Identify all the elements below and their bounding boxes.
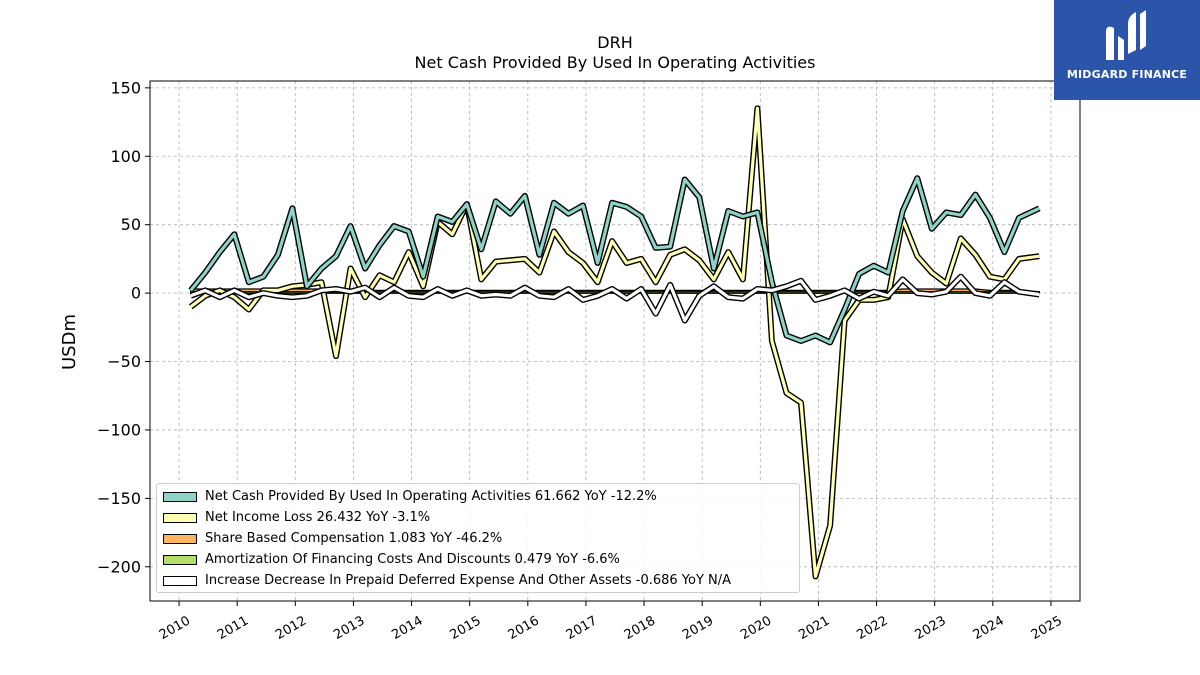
x-tick-label: 2021 bbox=[796, 613, 832, 643]
legend-item: Net Cash Provided By Used In Operating A… bbox=[163, 486, 793, 507]
x-tick-label: 2024 bbox=[971, 613, 1007, 643]
y-tick-label: −50 bbox=[107, 352, 141, 371]
legend-swatch bbox=[163, 512, 197, 523]
legend-item: Share Based Compensation 1.083 YoY -46.2… bbox=[163, 528, 793, 549]
plot-frame bbox=[149, 80, 1081, 602]
legend-label: Net Income Loss 26.432 YoY -3.1% bbox=[205, 510, 431, 525]
x-tick-label: 2010 bbox=[157, 613, 193, 643]
x-axis-ticks: 2010 2011 2012 2013 2014 2015 2016 2017 2018 2019… bbox=[157, 601, 1065, 643]
chart-subtitle: Net Cash Provided By Used In Operating A… bbox=[415, 53, 816, 72]
series-net-income-loss bbox=[188, 105, 1040, 580]
x-tick-label: 2019 bbox=[680, 613, 716, 643]
x-tick-label: 2016 bbox=[506, 613, 542, 643]
legend-swatch bbox=[163, 554, 197, 565]
x-tick-label: 2020 bbox=[738, 613, 774, 643]
y-tick-label: 100 bbox=[110, 147, 141, 166]
series-net-cash-provided-by-used-in-operating-activities bbox=[188, 175, 1041, 346]
legend-item: Amortization Of Financing Costs And Disc… bbox=[163, 549, 793, 570]
y-axis-label: USDm bbox=[59, 314, 80, 370]
legend-swatch bbox=[163, 491, 197, 502]
series-line bbox=[189, 106, 1040, 579]
series-line bbox=[189, 176, 1040, 344]
logo-text: MIDGARD FINANCE bbox=[1066, 68, 1188, 81]
x-tick-label: 2023 bbox=[913, 613, 949, 643]
legend-label: Amortization Of Financing Costs And Disc… bbox=[205, 552, 620, 567]
brand-logo: MIDGARD FINANCE bbox=[1054, 0, 1200, 100]
x-tick-label: 2025 bbox=[1029, 613, 1065, 643]
legend-label: Increase Decrease In Prepaid Deferred Ex… bbox=[205, 573, 732, 588]
y-axis-ticks: 150 100 50 0 −50 −100 −150 −200 bbox=[97, 78, 150, 576]
legend-item: Increase Decrease In Prepaid Deferred Ex… bbox=[163, 570, 793, 591]
x-tick-label: 2017 bbox=[564, 613, 600, 643]
legend-item: Net Income Loss 26.432 YoY -3.1% bbox=[163, 507, 793, 528]
x-tick-label: 2018 bbox=[622, 613, 658, 643]
series-increase-decrease-in-prepaid-deferred-expense-and-other-assets bbox=[189, 273, 1040, 324]
series-lines bbox=[188, 105, 1041, 580]
x-tick-label: 2014 bbox=[389, 613, 425, 643]
logo-mark-icon bbox=[1106, 10, 1146, 61]
x-tick-label: 2011 bbox=[215, 613, 251, 643]
x-tick-label: 2015 bbox=[448, 613, 484, 643]
x-tick-label: 2012 bbox=[273, 613, 309, 643]
chart-legend: Net Cash Provided By Used In Operating A… bbox=[156, 483, 800, 593]
y-tick-label: 150 bbox=[110, 78, 141, 97]
x-tick-label: 2013 bbox=[331, 613, 367, 643]
y-tick-label: −150 bbox=[97, 489, 141, 508]
legend-swatch bbox=[163, 575, 197, 586]
x-tick-label: 2022 bbox=[854, 613, 890, 643]
chart-title: DRH bbox=[597, 33, 632, 52]
y-tick-label: −100 bbox=[97, 420, 141, 439]
legend-swatch bbox=[163, 533, 197, 544]
legend-label: Share Based Compensation 1.083 YoY -46.2… bbox=[205, 531, 503, 546]
y-tick-label: 0 bbox=[131, 284, 141, 303]
y-tick-label: 50 bbox=[121, 215, 141, 234]
y-tick-label: −200 bbox=[97, 557, 141, 576]
series-line bbox=[190, 275, 1040, 323]
legend-label: Net Cash Provided By Used In Operating A… bbox=[205, 489, 657, 504]
